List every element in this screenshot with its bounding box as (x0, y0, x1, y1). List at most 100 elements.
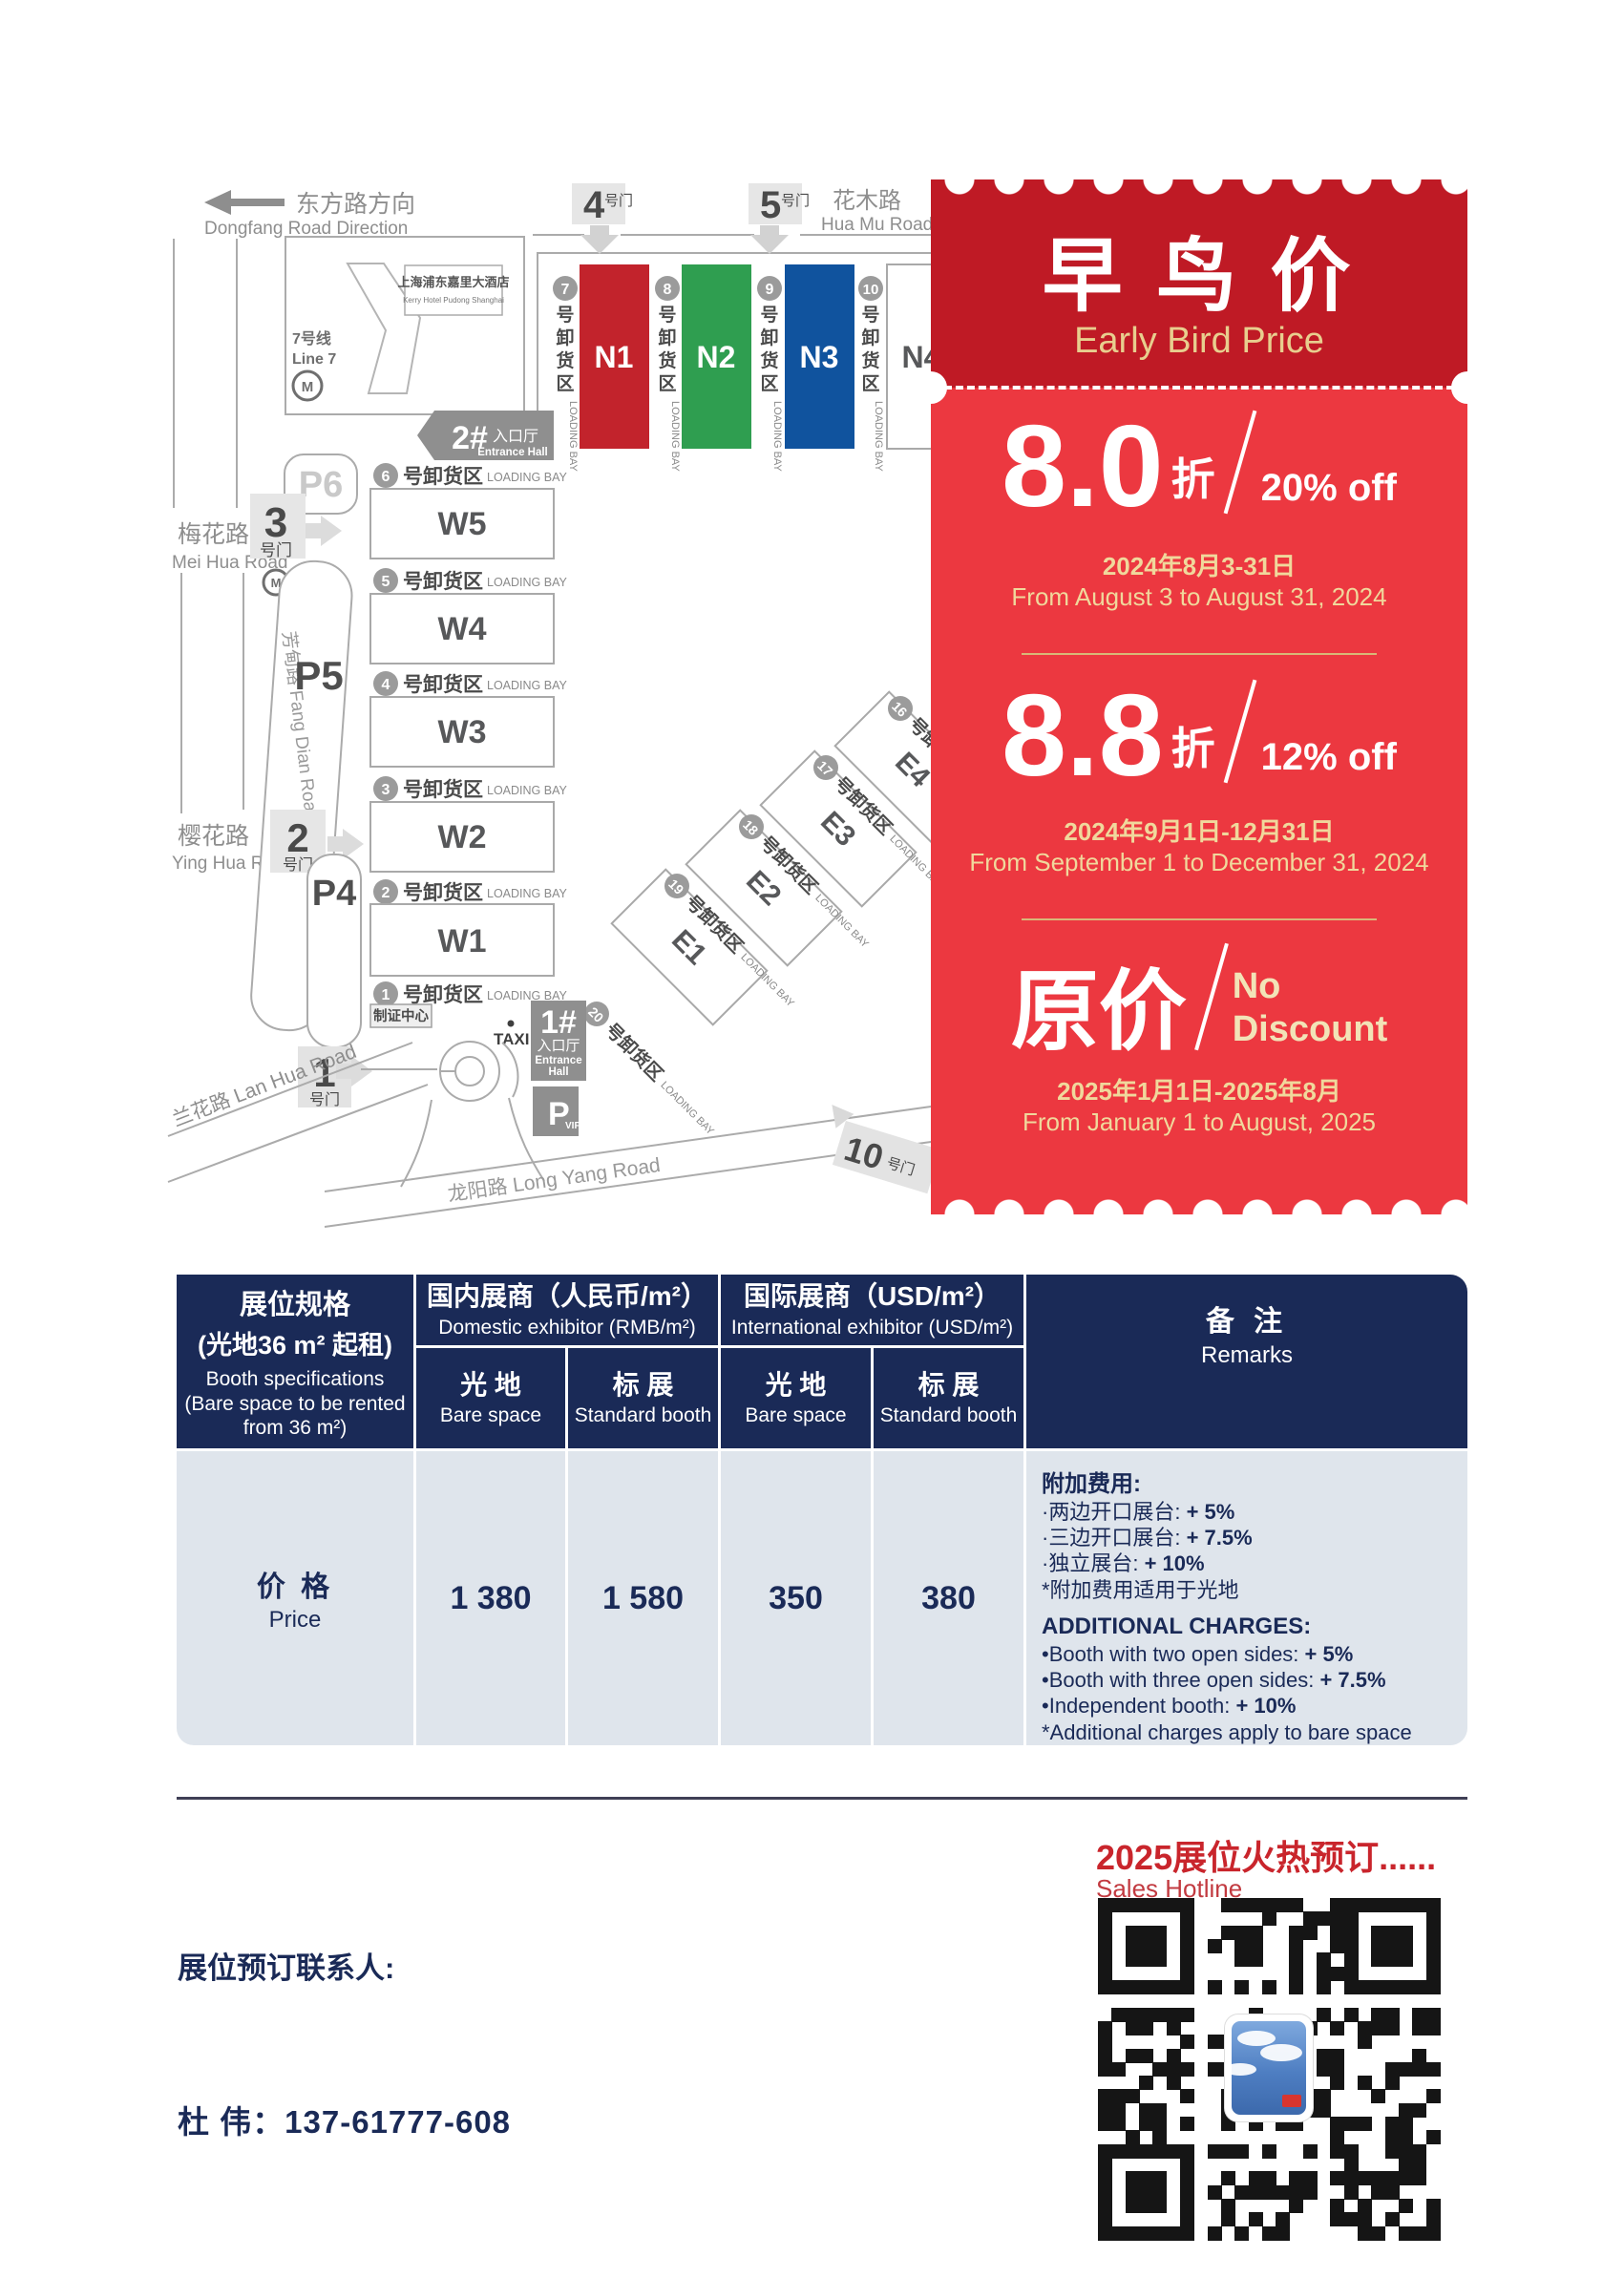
badge-center: 制证中心 (369, 1003, 432, 1028)
slash-divider (1223, 679, 1257, 784)
svg-text:号卸货区: 号卸货区 (403, 673, 483, 696)
svg-text:2#: 2# (452, 420, 488, 456)
svg-text:1#: 1# (540, 1004, 577, 1041)
svg-text:5: 5 (382, 574, 390, 590)
contact-phone: 杜 伟：137-61777-608 (178, 2104, 512, 2140)
svg-text:号卸货区: 号卸货区 (403, 983, 483, 1006)
metro-icon (291, 369, 324, 402)
gate-5: 5 号门 (749, 183, 810, 254)
hall-n3 (785, 264, 854, 449)
svg-text:W3: W3 (438, 714, 487, 750)
svg-text:LOADING BAY: LOADING BAY (669, 401, 681, 472)
svg-text:号卸货区: 号卸货区 (861, 305, 879, 394)
svg-text:号门: 号门 (604, 193, 633, 209)
group-domestic-header: 国内展商（人民币/m²） Domestic exhibitor (RMB/m²) (416, 1275, 718, 1345)
svg-text:樱花路: 樱花路 (178, 823, 249, 850)
svg-text:Kerry Hotel Pudong Shanghai: Kerry Hotel Pudong Shanghai (403, 296, 504, 305)
svg-text:LOADING BAY: LOADING BAY (487, 471, 567, 484)
footer-divider (177, 1797, 1467, 1800)
svg-text:7号线: 7号线 (292, 329, 331, 348)
svg-text:LOADING BAY: LOADING BAY (873, 401, 884, 472)
tier1-dates: 2024年8月3-31日 From August 3 to August 31,… (1011, 552, 1387, 611)
gate-3-arrow-icon (306, 516, 342, 546)
svg-text:4: 4 (382, 677, 390, 693)
parking-vip: P VIP (533, 1086, 580, 1136)
svg-text:1: 1 (382, 987, 390, 1003)
svg-text:8: 8 (664, 282, 672, 298)
contact-label: 展位预订联系人: (178, 1951, 395, 1985)
hall-n2 (682, 264, 751, 449)
svg-text:7: 7 (561, 282, 570, 298)
gold-divider (1022, 918, 1377, 920)
svg-text:号卸货区: 号卸货区 (403, 881, 483, 904)
svg-text:P6: P6 (299, 465, 343, 505)
svg-text:花木路: 花木路 (833, 188, 901, 214)
svg-text:P4: P4 (312, 874, 356, 914)
flag-icon (1282, 2095, 1301, 2107)
tier1-off: 20% off (1260, 467, 1397, 509)
svg-text:号门: 号门 (260, 541, 292, 559)
svg-text:N1: N1 (595, 340, 634, 374)
svg-text:LOADING BAY: LOADING BAY (487, 887, 567, 900)
svg-text:Dongfang Road Direction: Dongfang Road Direction (204, 219, 408, 239)
col-remarks-header: 备 注 Remarks (1026, 1275, 1467, 1448)
svg-text:6: 6 (382, 469, 390, 485)
svg-text:4: 4 (583, 184, 605, 226)
ticket-title: 早 鸟 价 (1042, 231, 1357, 321)
subcol-dom-bare: 光 地 Bare space (416, 1348, 565, 1448)
ticket-perforation (944, 386, 1454, 390)
svg-text:制证中心: 制证中心 (373, 1007, 429, 1024)
svg-text:号卸货区: 号卸货区 (403, 570, 483, 593)
svg-text:3: 3 (264, 499, 287, 546)
svg-text:M: M (271, 576, 282, 590)
svg-text:Hua Mu Road: Hua Mu Road (821, 215, 933, 235)
svg-text:9: 9 (766, 282, 774, 298)
gate-2-arrow-icon (327, 829, 364, 859)
svg-text:Hall: Hall (548, 1066, 568, 1078)
tier2-off: 12% off (1260, 736, 1397, 778)
ticket-subtitle: Early Bird Price (1074, 321, 1324, 361)
sales-hotline-title: 2025展位火热预订...... (1096, 1838, 1437, 1877)
svg-text:号卸货区: 号卸货区 (403, 465, 483, 488)
svg-text:5: 5 (760, 184, 781, 226)
svg-text:W5: W5 (438, 506, 487, 542)
price-dom-bare: 1 380 (416, 1451, 565, 1745)
tier1-discount: 8.0 (1002, 400, 1164, 531)
svg-text:号卸货区: 号卸货区 (556, 305, 574, 394)
tier2-dates: 2024年9月1日-12月31日 From September 1 to Dec… (969, 817, 1429, 876)
entrance-hall-2: 2# 入口厅 Entrance Hall (417, 411, 554, 460)
site-outline (533, 234, 936, 411)
gate-3: 3 号门 (250, 494, 342, 559)
gate-10-arrow-icon (832, 1104, 854, 1128)
svg-text:LOADING BAY: LOADING BAY (487, 679, 567, 692)
svg-text:入口厅: 入口厅 (493, 429, 538, 445)
early-bird-ticket: 早 鸟 价 Early Bird Price 8.0 折 20% off 202… (915, 179, 1484, 1214)
ticket-body (931, 388, 1467, 1214)
svg-text:号门: 号门 (781, 193, 810, 209)
price-row-label: 价 格 Price (177, 1451, 413, 1745)
col-spec-header: 展位规格 (光地36 m² 起租) Booth specifications (… (177, 1275, 413, 1448)
tier3-off: No Discount (1232, 965, 1388, 1050)
svg-text:3: 3 (382, 782, 390, 798)
svg-text:号卸货区: 号卸货区 (658, 305, 676, 394)
svg-text:LOADING BAY: LOADING BAY (487, 576, 567, 589)
svg-text:N2: N2 (697, 340, 736, 374)
price-dom-standard: 1 580 (568, 1451, 718, 1745)
svg-text:梅花路: 梅花路 (178, 521, 249, 548)
price-intl-standard: 380 (874, 1451, 1023, 1745)
svg-text:LOADING BAY: LOADING BAY (658, 1080, 716, 1138)
svg-text:W1: W1 (438, 923, 487, 960)
gate-4: 4 号门 (572, 183, 633, 254)
tier2-row: 8.8 折 12% off (1002, 669, 1397, 800)
tier3-row: 原价 No Discount (931, 941, 1467, 1056)
svg-text:VIP: VIP (565, 1121, 580, 1131)
ticket-notch-left (915, 371, 947, 404)
svg-text:Line 7: Line 7 (292, 351, 336, 368)
tier1-row: 8.0 折 20% off (1002, 400, 1397, 531)
svg-text:东方路方向: 东方路方向 (296, 191, 415, 218)
qr-code (1098, 1898, 1441, 2241)
svg-text:LOADING BAY: LOADING BAY (567, 401, 579, 472)
svg-text:Entrance: Entrance (535, 1055, 581, 1066)
ticket-scallop-bottom (931, 1197, 1467, 1214)
remarks-content: 附加费用: ·两边开口展台: + 5% ·三边开口展台: + 7.5% ·独立展… (1026, 1451, 1467, 1745)
